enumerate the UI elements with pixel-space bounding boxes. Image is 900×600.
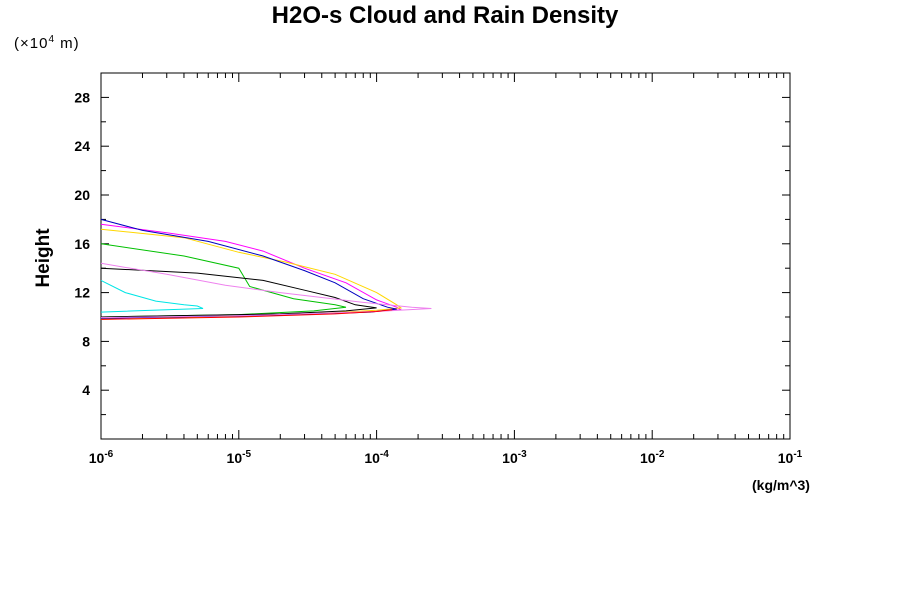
x-tick-label: 10-6 — [89, 449, 114, 466]
series-line-8 — [100, 309, 393, 320]
series-line-4 — [100, 243, 347, 318]
x-tick-exponent: -6 — [104, 449, 113, 460]
series-line-7 — [100, 279, 204, 313]
x-tick-base: 10 — [640, 450, 656, 466]
x-tick-label: 10-4 — [364, 449, 389, 466]
y-tick-label: 24 — [74, 138, 90, 154]
x-tick-base: 10 — [89, 450, 105, 466]
x-tick-base: 10 — [778, 450, 794, 466]
series-line-2 — [100, 228, 403, 320]
x-tick-exponent: -5 — [242, 449, 251, 460]
y-tick-label: 12 — [74, 285, 90, 301]
x-tick-exponent: -1 — [793, 449, 802, 460]
x-tick-exponent: -3 — [518, 449, 527, 460]
y-tick-label: 4 — [82, 382, 90, 398]
x-tick-exponent: -2 — [656, 449, 665, 460]
axis-ticks — [100, 73, 791, 439]
y-tick-label: 8 — [82, 333, 90, 349]
plot-frame — [100, 72, 791, 440]
x-tick-label: 10-3 — [502, 449, 527, 466]
series-line-5 — [100, 267, 377, 318]
y-tick-label: 20 — [74, 187, 90, 203]
x-tick-label: 10-1 — [778, 449, 803, 466]
x-tick-base: 10 — [227, 450, 243, 466]
chart-title: H2O-s Cloud and Rain Density — [271, 2, 619, 29]
x-tick-exponent: -4 — [380, 449, 389, 460]
y-unit-prefix: (×10 — [14, 35, 49, 52]
data-series — [100, 218, 432, 320]
y-tick-label: 28 — [74, 89, 90, 105]
y-unit-exponent: 4 — [48, 34, 56, 45]
y-unit-suffix: m) — [55, 35, 80, 52]
x-tick-label: 10-5 — [227, 449, 252, 466]
y-tick-label: 16 — [74, 236, 90, 252]
x-axis-label: (kg/m^3) — [752, 477, 810, 493]
x-tick-labels: 10-6 10-5 10-4 10-3 10-2 10-1 — [89, 449, 803, 466]
x-tick-base: 10 — [502, 450, 518, 466]
y-tick-labels: 4 8 12 16 20 24 28 — [74, 89, 90, 398]
series-line-6 — [100, 262, 432, 319]
x-tick-label: 10-2 — [640, 449, 665, 466]
y-axis-unit: (×104 m) — [14, 34, 80, 52]
x-tick-base: 10 — [364, 450, 380, 466]
